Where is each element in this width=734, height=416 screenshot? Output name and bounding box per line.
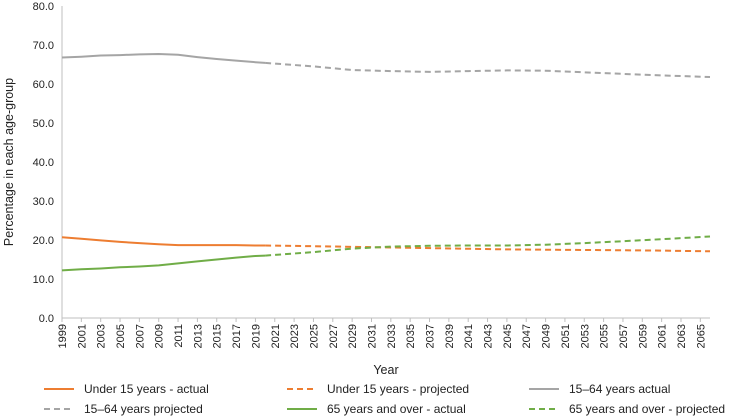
x-tick-label: 2055 [599, 324, 611, 348]
x-tick-label: 2017 [231, 324, 243, 348]
x-tick-label: 2021 [270, 324, 282, 348]
y-tick-label: 20.0 [33, 235, 54, 247]
x-tick-label: 2039 [444, 324, 456, 348]
legend-label-6: 65 years and over - projected [569, 402, 725, 416]
x-tick-label: 2013 [192, 324, 204, 348]
series-layer [61, 53, 711, 272]
y-axis-title: Percentage in each age-group [2, 78, 16, 246]
series-line-4 [265, 61, 711, 78]
legend-label-3: 15–64 years actual [569, 382, 670, 396]
x-axis-title: Year [373, 363, 398, 377]
series-line-5 [61, 254, 266, 272]
series-line-6 [265, 235, 711, 257]
legend-label-5: 65 years and over - actual [327, 402, 466, 416]
legend-label-1: Under 15 years - actual [84, 382, 209, 396]
series-line-1 [61, 236, 266, 247]
y-tick-label: 30.0 [33, 196, 54, 208]
y-tick-label: 40.0 [33, 157, 54, 169]
legend-label-2: Under 15 years - projected [327, 382, 469, 396]
x-tick-label: 2053 [579, 324, 591, 348]
x-tick-label: 2037 [425, 324, 437, 348]
x-tick-label: 2049 [541, 324, 553, 348]
x-tick-label: 2031 [366, 324, 378, 348]
y-tick-label: 0.0 [39, 313, 54, 325]
legend-label-4: 15–64 years projected [84, 402, 203, 416]
y-tick-label: 80.0 [33, 1, 54, 13]
series-line-2 [265, 244, 711, 253]
axes: 0.0 10.0 20.0 30.0 40.0 50.0 60.0 70.0 80.0 1999 2… [33, 1, 710, 348]
y-tick-label: 70.0 [33, 40, 54, 52]
y-tick-label: 10.0 [33, 274, 54, 286]
x-tick-label: 2065 [695, 324, 707, 348]
x-tick-label: 2051 [560, 324, 572, 348]
x-tick-label: 2045 [502, 324, 514, 348]
x-tick-label: 2025 [308, 324, 320, 348]
series-line-3 [61, 53, 266, 64]
x-tick-label: 2015 [212, 324, 224, 348]
x-tick-label: 1999 [57, 324, 69, 348]
x-tick-label: 2027 [328, 324, 340, 348]
y-tick-label: 50.0 [33, 118, 54, 130]
x-tick-label: 2023 [289, 324, 301, 348]
x-tick-label: 2009 [154, 324, 166, 348]
x-tick-label: 2001 [76, 324, 88, 348]
x-tick-label: 2011 [173, 324, 185, 348]
x-tick-label: 2057 [618, 324, 630, 348]
x-tick-label: 2043 [483, 324, 495, 348]
x-tick-label: 2041 [463, 324, 475, 348]
x-tick-label: 2005 [115, 324, 127, 348]
x-tick-label: 2061 [657, 324, 669, 348]
x-tick-label: 2029 [347, 324, 359, 348]
x-tick-label: 2007 [134, 324, 146, 348]
x-tick-label: 2063 [676, 324, 688, 348]
legend: Under 15 years - actual Under 15 years - … [44, 382, 725, 416]
x-tick-label: 2003 [96, 324, 108, 348]
x-tick-label: 2033 [386, 324, 398, 348]
x-tick-label: 2019 [250, 324, 262, 348]
x-tick-label: 2035 [405, 324, 417, 348]
y-tick-label: 60.0 [33, 79, 54, 91]
x-tick-label: 2059 [637, 324, 649, 348]
x-tick-label: 2047 [521, 324, 533, 348]
